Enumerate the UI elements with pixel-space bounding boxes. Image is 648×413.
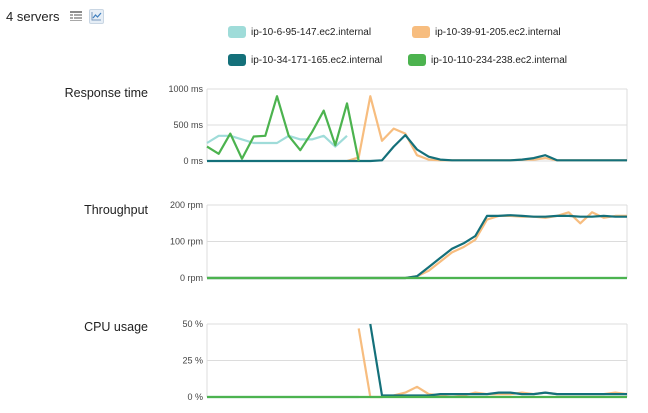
legend-item[interactable]: ip-10-34-171-165.ec2.internal [228, 54, 382, 66]
y-tick-label: 1000 ms [168, 84, 203, 94]
y-tick-label: 25 % [182, 356, 203, 366]
table-view-icon[interactable] [69, 9, 83, 23]
series-line-2 [207, 211, 627, 280]
series-line-2 [357, 328, 628, 399]
series-line-4 [206, 95, 360, 162]
chart-view-icon[interactable] [89, 8, 105, 24]
header: 4 servers [6, 6, 110, 26]
legend-label: ip-10-110-234-238.ec2.internal [431, 54, 568, 66]
y-tick-label: 200 rpm [170, 200, 203, 210]
legend-swatch-1 [228, 26, 246, 38]
series-line-3 [369, 323, 627, 397]
y-tick-label: 50 % [182, 319, 203, 329]
legend-label: ip-10-6-95-147.ec2.internal [251, 26, 372, 38]
response-time-label: Response time [64, 86, 148, 100]
server-count-title: 4 servers [6, 8, 60, 24]
legend-item[interactable]: ip-10-6-95-147.ec2.internal [228, 26, 371, 38]
series-line-3 [207, 214, 627, 280]
y-tick-label: 0 % [187, 392, 203, 402]
y-tick-label: 500 ms [173, 120, 203, 130]
series-line-3 [207, 134, 627, 163]
legend-item[interactable]: ip-10-39-91-205.ec2.internal [412, 26, 561, 38]
legend-label: ip-10-39-91-205.ec2.internal [435, 26, 561, 38]
legend-item[interactable]: ip-10-110-234-238.ec2.internal [408, 54, 567, 66]
legend-swatch-2 [412, 26, 430, 38]
cpu-usage-label: CPU usage [84, 320, 148, 334]
y-tick-label: 0 rpm [180, 273, 203, 283]
legend-swatch-3 [228, 54, 246, 66]
y-tick-label: 100 rpm [170, 237, 203, 247]
throughput-label: Throughput [84, 203, 148, 217]
y-tick-label: 0 ms [183, 156, 203, 166]
legend-label: ip-10-34-171-165.ec2.internal [251, 54, 383, 66]
legend-swatch-4 [408, 54, 426, 66]
